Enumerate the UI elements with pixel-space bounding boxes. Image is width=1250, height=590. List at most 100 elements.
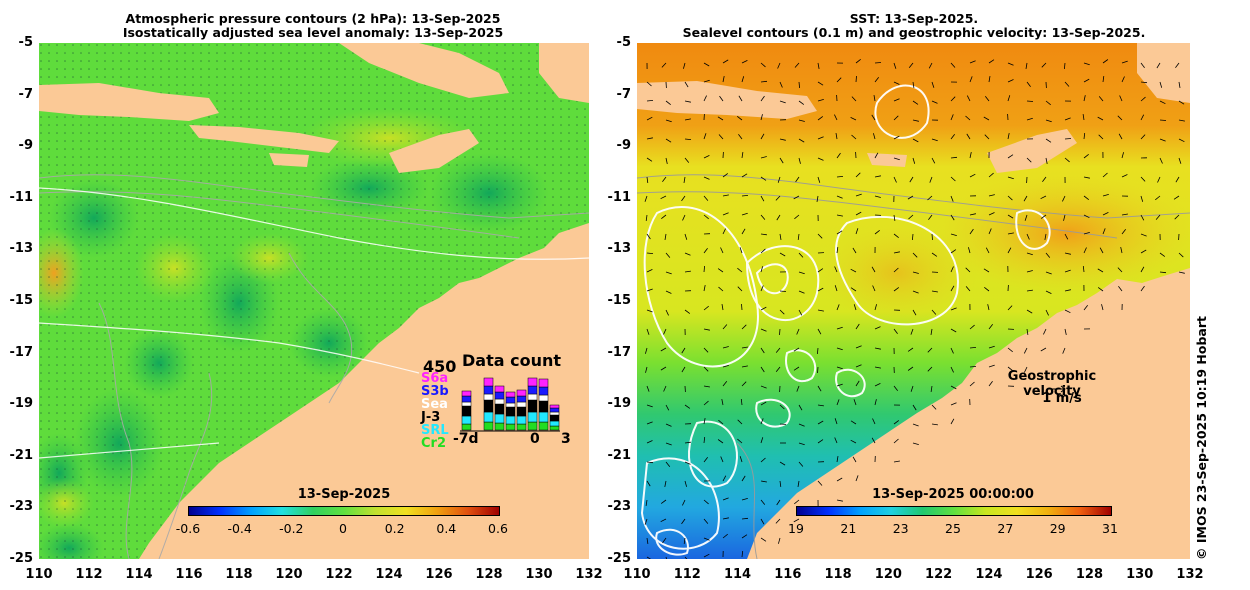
velocity-arrow <box>834 114 838 121</box>
data-count-bar-segment <box>516 406 527 417</box>
data-count-satellite: SRL <box>421 423 449 438</box>
velocity-arrow <box>703 285 706 292</box>
velocity-arrow <box>722 194 729 197</box>
velocity-arrow <box>718 286 724 292</box>
velocity-arrow <box>1121 60 1128 64</box>
right-map-lat-tick: -15 <box>607 293 632 308</box>
velocity-arrow <box>1045 119 1052 123</box>
velocity-arrow <box>775 366 781 372</box>
velocity-arrow <box>1082 114 1085 121</box>
imos-credit: © IMOS 23-Sep-2025 10:19 Hobart <box>1194 316 1209 560</box>
velocity-arrow <box>1064 62 1066 70</box>
velocity-arrow <box>722 324 728 330</box>
velocity-arrow <box>795 176 800 183</box>
right-map-lon-tick: 132 <box>1176 567 1204 582</box>
velocity-arrow <box>984 286 990 292</box>
data-count-satellite-legend: S6a S3b Sea J-3 SRL Cr2 <box>421 372 461 450</box>
velocity-arrow <box>682 214 686 221</box>
velocity-arrow <box>703 518 709 524</box>
left-map-lat-tick: -7 <box>18 86 33 102</box>
velocity-arrow <box>834 418 838 425</box>
data-count-bar-segment <box>483 385 494 395</box>
velocity-arrow <box>1082 265 1085 273</box>
velocity-arrow <box>1083 132 1086 140</box>
velocity-arrow <box>718 419 724 425</box>
velocity-arrow <box>950 366 954 373</box>
velocity-arrow <box>1178 81 1181 88</box>
velocity-arrow <box>965 286 971 292</box>
velocity-arrow <box>760 480 767 483</box>
velocity-arrow <box>1064 138 1072 140</box>
bathy-contour <box>98 302 133 559</box>
velocity-arrow <box>950 249 957 254</box>
velocity-arrow <box>874 399 877 406</box>
velocity-arrow <box>817 309 824 312</box>
velocity-arrow <box>874 366 881 369</box>
velocity-arrow <box>646 328 650 335</box>
velocity-arrow <box>644 518 648 525</box>
data-count-satellite: Cr2 <box>421 436 446 451</box>
geostrophic-velocity-label: Geostrophic velocity <box>1007 369 1097 399</box>
velocity-arrow <box>1102 212 1109 216</box>
velocity-arrow <box>893 438 899 444</box>
velocity-scale-arrow <box>1047 385 1066 393</box>
velocity-arrow <box>665 423 672 427</box>
velocity-arrow <box>1140 285 1145 292</box>
data-count-bar-segment <box>538 378 549 388</box>
velocity-arrow <box>930 385 933 392</box>
velocity-arrow <box>760 306 767 311</box>
velocity-arrow <box>684 309 691 314</box>
right-map-lat-tick: -5 <box>616 35 631 50</box>
right-colorbar-tick: 23 <box>892 521 909 536</box>
velocity-arrow <box>931 81 935 88</box>
velocity-arrow <box>703 537 710 541</box>
velocity-arrow <box>931 404 937 410</box>
velocity-arrow <box>1101 304 1104 311</box>
velocity-arrow <box>1178 271 1185 274</box>
velocity-arrow <box>931 290 938 293</box>
velocity-arrow <box>760 437 764 444</box>
velocity-arrow <box>775 195 781 201</box>
data-count-bar-segment <box>516 395 527 403</box>
velocity-arrow <box>760 418 764 425</box>
velocity-arrow <box>850 117 857 121</box>
velocity-arrow <box>665 271 672 275</box>
velocity-arrow <box>817 439 824 444</box>
velocity-arrow <box>737 267 743 273</box>
velocity-arrow <box>988 228 992 235</box>
island-java <box>637 81 817 119</box>
velocity-arrow <box>912 309 917 316</box>
velocity-arrow <box>1083 305 1089 311</box>
velocity-arrow <box>817 420 824 425</box>
velocity-arrow <box>1159 100 1166 105</box>
data-count-bar-segment <box>516 389 527 397</box>
velocity-arrow <box>817 136 824 140</box>
velocity-arrow <box>907 195 914 200</box>
data-count-bar-segment <box>505 391 516 398</box>
velocity-arrow <box>644 195 648 202</box>
velocity-arrow <box>703 553 710 558</box>
velocity-arrow <box>817 62 820 69</box>
right-map-lon-tick: 110 <box>623 567 651 582</box>
velocity-arrow <box>684 100 691 103</box>
velocity-arrow <box>760 176 767 181</box>
velocity-arrow <box>836 477 843 482</box>
velocity-arrow <box>682 499 686 506</box>
velocity-arrow <box>966 95 971 102</box>
velocity-arrow <box>1064 328 1067 335</box>
velocity-arrow <box>1140 176 1146 182</box>
velocity-arrow <box>950 285 955 292</box>
velocity-arrow <box>855 172 861 178</box>
velocity-arrow <box>855 58 861 64</box>
velocity-arrow <box>736 115 743 121</box>
data-count-bar-segment <box>494 385 505 393</box>
velocity-arrow <box>1064 233 1069 240</box>
velocity-arrow <box>798 157 801 164</box>
data-count-bar-segment <box>516 401 527 408</box>
bathy-contour <box>736 442 758 559</box>
velocity-arrow <box>1083 214 1090 219</box>
bathy-contour <box>158 372 213 559</box>
velocity-arrow <box>797 233 800 240</box>
right-map-lat-tick: -23 <box>607 499 632 515</box>
velocity-arrow <box>893 157 900 161</box>
